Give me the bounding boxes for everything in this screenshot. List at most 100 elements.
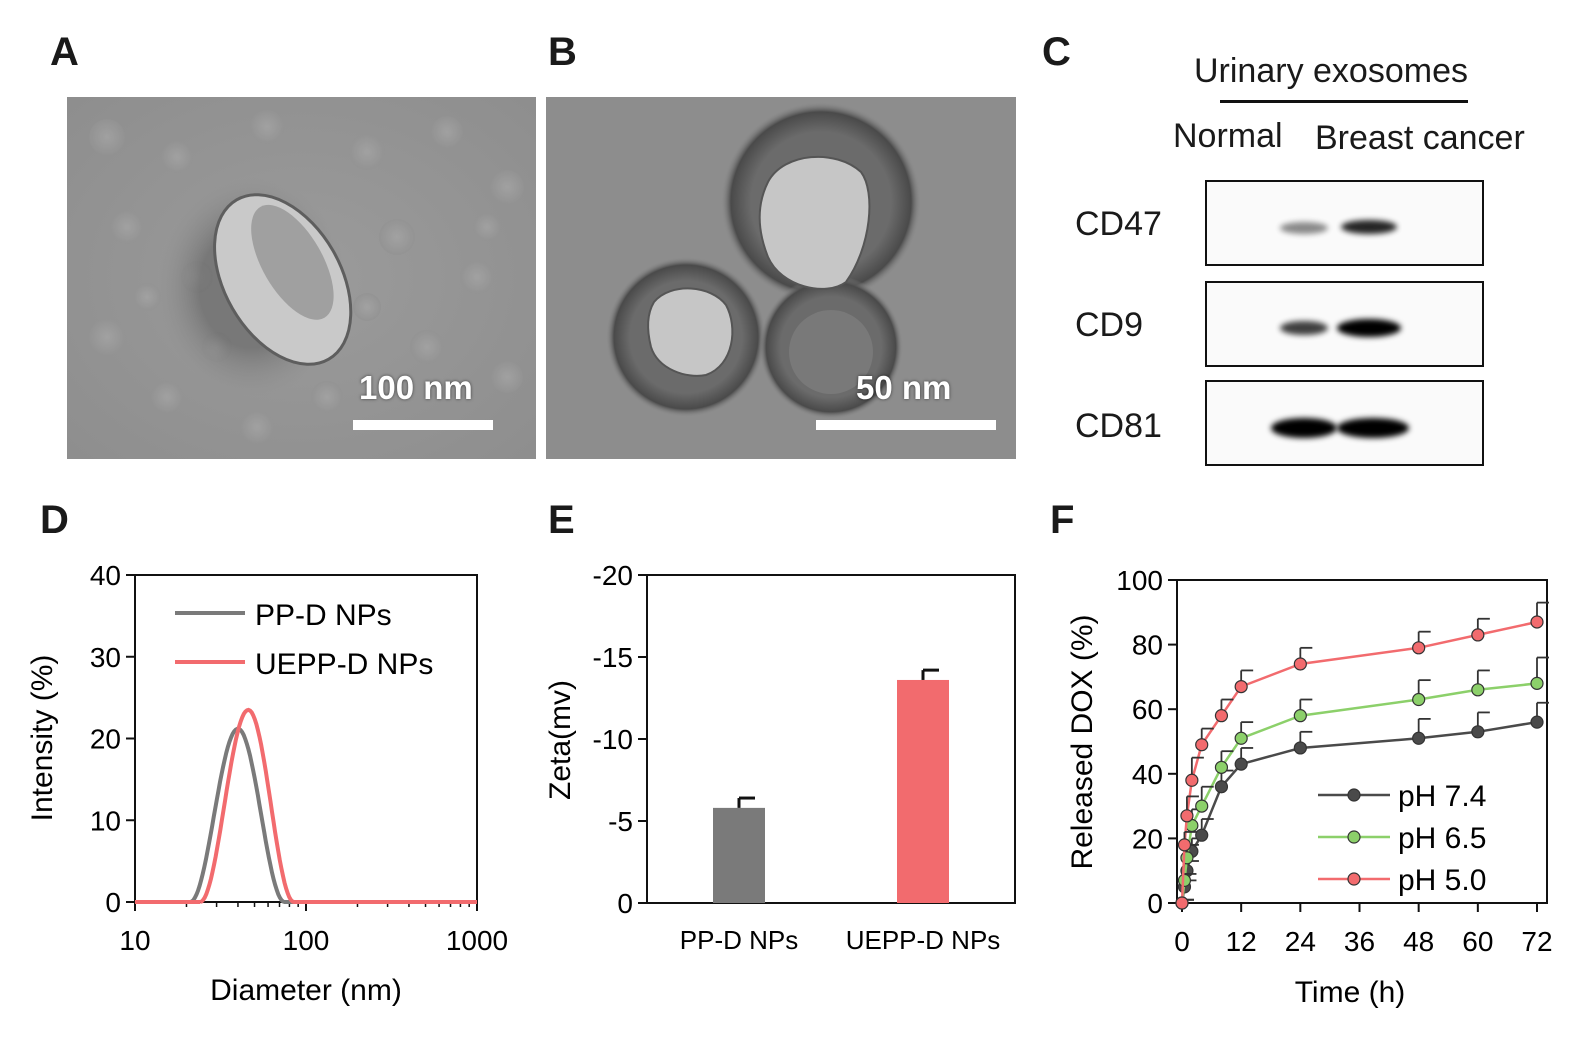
y-tick-label-f: 80 <box>1132 630 1163 661</box>
x-tick-label-f: 24 <box>1285 926 1316 957</box>
legend-label-f: pH 6.5 <box>1398 822 1486 855</box>
series-line-uepp-d <box>135 707 477 904</box>
data-point-f <box>1214 709 1229 723</box>
x-tick-label-d: 100 <box>283 925 330 956</box>
blot-cd81 <box>1205 380 1484 466</box>
bar-2 <box>897 679 949 903</box>
scale-bar-b <box>816 420 996 430</box>
y-tick-label-f: 20 <box>1132 823 1163 854</box>
data-point-f <box>1471 725 1485 739</box>
y-tick-label-e: 0 <box>617 888 633 919</box>
scale-label-b: 50 nm <box>856 369 952 406</box>
band-cd9-normal <box>1280 321 1328 335</box>
group-label: Urinary exosomes <box>1194 52 1468 90</box>
column-label-breast-cancer: Breast cancer <box>1315 119 1525 157</box>
panel-letter-f: F <box>1050 498 1075 542</box>
panel-letter-a: A <box>50 30 79 74</box>
y-tick-label-f: 60 <box>1132 694 1163 725</box>
legend-label-f: pH 7.4 <box>1398 780 1486 813</box>
column-label-normal: Normal <box>1173 117 1283 155</box>
tem-image-b-art <box>546 97 1016 459</box>
plot-frame-f <box>1176 579 1548 904</box>
panel-letter-b: B <box>548 30 577 74</box>
data-point-f <box>1530 676 1544 690</box>
y-tick-label-e: -10 <box>593 724 633 755</box>
data-point-f <box>1234 757 1248 771</box>
legend-marker-f <box>1347 872 1361 886</box>
data-point-f <box>1214 780 1229 794</box>
y-tick-label-d: 0 <box>105 887 121 918</box>
y-tick-label-e: -20 <box>593 560 633 591</box>
data-point-f <box>1195 828 1209 842</box>
y-tick-label-d: 40 <box>90 560 121 591</box>
data-point-f <box>1412 641 1426 655</box>
data-point-f <box>1293 657 1307 671</box>
data-point-f <box>1234 679 1248 694</box>
data-point-f <box>1175 896 1189 910</box>
band-cd47-normal <box>1280 222 1328 234</box>
x-tick-label-f: 36 <box>1344 926 1375 957</box>
panel-letter-c: C <box>1042 30 1071 74</box>
band-cd47-cancer <box>1341 220 1397 234</box>
tem-image-a: 100 nm <box>67 97 536 459</box>
x-tick-label-d: 10 <box>119 925 150 956</box>
tem-image-b: 50 nm <box>546 97 1016 459</box>
panel-letter-d: D <box>40 498 69 542</box>
data-point-f <box>1214 760 1229 774</box>
x-tick-label-f: 60 <box>1462 926 1493 957</box>
x-tick-label-f: 0 <box>1174 926 1190 957</box>
data-point-f <box>1412 692 1426 707</box>
data-point-f <box>1177 873 1192 887</box>
legend-marker-f <box>1347 830 1361 844</box>
data-point-f <box>1293 741 1307 755</box>
category-label-1: PP-D NPs <box>680 925 798 955</box>
chart-d: 0 10 20 30 40 10 100 1000 PP-D NPs UEPP-D NPs D… <box>26 560 508 1007</box>
legend-label-uepp-d: UEPP-D NPs <box>255 648 433 681</box>
data-point-f <box>1471 683 1485 697</box>
data-point-f <box>1530 615 1544 629</box>
band-cd9-cancer <box>1337 319 1401 337</box>
row-label-cd81: CD81 <box>1075 407 1162 445</box>
y-tick-label-f: 40 <box>1132 759 1163 790</box>
band-cd81-cancer <box>1337 418 1409 438</box>
group-underline <box>1220 100 1468 103</box>
data-point-f <box>1293 709 1307 723</box>
y-tick-label-f: 100 <box>1116 565 1163 596</box>
blot-cd81-art <box>1271 418 1409 438</box>
blot-cd9-art <box>1280 319 1401 337</box>
data-point-f <box>1177 838 1192 852</box>
data-point-f <box>1412 731 1426 745</box>
x-tick-label-d: 1000 <box>446 925 508 956</box>
y-axis-label-f: Released DOX (%) <box>1066 614 1099 869</box>
blot-cd47-art <box>1280 220 1397 234</box>
plot-frame-e <box>646 574 1016 904</box>
tem-image-a-art <box>67 97 536 459</box>
x-tick-label-f: 72 <box>1521 926 1552 957</box>
x-axis-label-f: Time (h) <box>1295 976 1406 1009</box>
chart-e: 0 -5 -10 -15 -20 PP-D NPs UEPP-D NPs Zeta(mv) <box>544 560 1016 955</box>
legend-marker-f <box>1347 788 1361 802</box>
data-point-f <box>1180 809 1194 823</box>
data-point-f <box>1471 628 1485 642</box>
scale-bar-a <box>353 420 493 430</box>
blot-cd9 <box>1205 281 1484 367</box>
chart-f: 0 20 40 60 80 100 0 12 24 36 48 60 72 pH 7.4 pH 6.5 pH… <box>1066 565 1553 1009</box>
x-axis-label-d: Diameter (nm) <box>210 974 402 1007</box>
blot-cd47 <box>1205 180 1484 266</box>
y-tick-label-e: -15 <box>593 642 633 673</box>
y-tick-label-d: 10 <box>90 805 121 836</box>
band-cd81-normal <box>1271 418 1337 438</box>
legend-label-f: pH 5.0 <box>1398 864 1486 897</box>
y-axis-label-d: Intensity (%) <box>26 655 59 822</box>
x-tick-label-f: 48 <box>1403 926 1434 957</box>
panel-letter-e: E <box>548 498 575 542</box>
scale-label-a: 100 nm <box>359 369 473 406</box>
y-tick-label-d: 20 <box>90 724 121 755</box>
y-tick-label-f: 0 <box>1147 888 1163 919</box>
bar-1 <box>713 807 765 903</box>
row-label-cd9: CD9 <box>1075 306 1144 344</box>
x-tick-label-f: 12 <box>1226 926 1257 957</box>
data-point-f <box>1234 731 1248 745</box>
data-point-f <box>1195 799 1209 813</box>
y-tick-label-e: -5 <box>608 806 633 837</box>
